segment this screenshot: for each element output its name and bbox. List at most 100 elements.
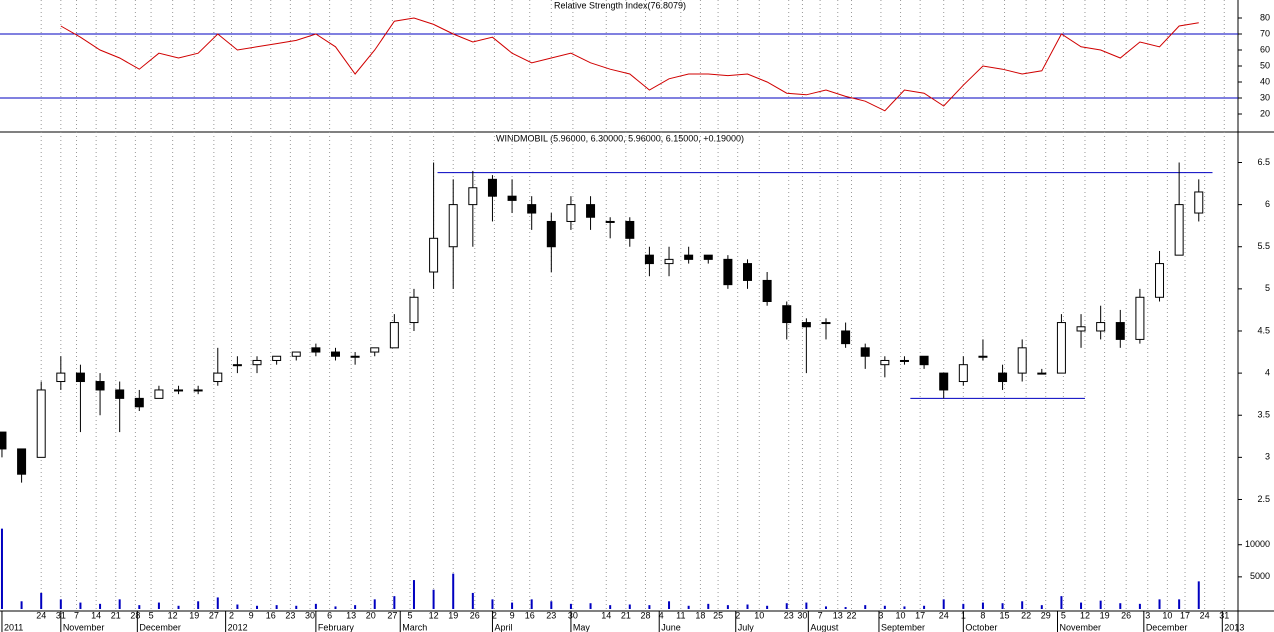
candle-body [95,381,105,391]
x-tick-label: 3 [1145,610,1150,620]
x-tick-label: 9 [510,610,515,620]
candle-body [664,258,674,265]
volume-bar [432,589,435,609]
volume-bar [844,607,847,609]
volume-bar [452,573,455,609]
x-tick-label: 21 [111,610,121,620]
candle-body [527,204,537,214]
volume-bar [785,603,788,609]
candle-body [605,220,615,223]
volume-bar [216,597,219,609]
x-tick-label: 31 [1219,610,1229,620]
candle-body [487,178,497,197]
volume-bar [962,603,965,609]
y-tick-label: 70 [1260,28,1270,38]
candle-body [429,237,439,273]
x-tick-label: 12 [168,610,178,620]
candle-body [193,389,203,392]
x-tick-label: 26 [1121,610,1131,620]
month-label: 2011 [4,622,23,632]
candle-body [782,305,792,324]
candle-body [821,322,831,325]
volume-bar [354,605,357,609]
x-tick-label: 17 [1180,610,1190,620]
volume-bar [648,605,651,609]
y-tick-label: 5.5 [1257,241,1270,251]
x-tick-label: 27 [387,610,397,620]
month-label: June [661,622,681,632]
candle-body [17,448,27,475]
x-tick-label: 5 [408,610,413,620]
candle-body [723,258,733,286]
month-label: December [1146,622,1188,632]
candle-body [1194,191,1204,214]
x-tick-label: 14 [601,610,611,620]
volume-bar [746,604,749,609]
volume-bar [1040,605,1043,609]
volume-bar [177,605,180,609]
x-tick-label: 10 [754,610,764,620]
y-tick-label: 40 [1260,76,1270,86]
x-tick-label: 19 [189,610,199,620]
candle-body [566,204,576,222]
candle-body [841,330,851,345]
volume-bar [373,599,376,609]
volume-bar [236,604,239,609]
candle-body [801,322,811,328]
x-tick-label: 25 [713,610,723,620]
volume-bar [59,599,62,609]
x-tick-label: 6 [327,610,332,620]
x-tick-label: 10 [896,610,906,620]
volume-bar [1178,599,1181,609]
x-tick-label: 20 [366,610,376,620]
candle-body [684,254,694,260]
volume-bar [275,605,278,609]
volume-bar [393,596,396,609]
candle-body [448,204,458,248]
month-label: September [881,622,925,632]
month-label: 2013 [1224,622,1244,632]
x-tick-label: 2 [735,610,740,620]
candle-body [330,351,340,357]
x-tick-label: 15 [1000,610,1010,620]
x-tick-label: 28 [130,610,140,620]
month-label: October [965,622,997,632]
x-tick-label: 13 [833,610,843,620]
y-tick-label: 3.5 [1257,410,1270,420]
candle-body [703,254,713,260]
volume-bar [687,605,690,609]
volume-bar [903,606,906,609]
x-tick-label: 23 [285,610,295,620]
candle-body [939,372,949,391]
volume-bar [550,601,553,609]
candle-body [978,355,988,358]
x-tick-label: 7 [74,610,79,620]
x-tick-label: 16 [525,610,535,620]
x-tick-label: 17 [915,610,925,620]
candle-body [154,389,164,399]
volume-bar [0,528,3,609]
volume-bar [334,606,337,609]
x-tick-label: 5 [149,610,154,620]
volume-bar [491,599,494,609]
month-label: April [494,622,512,632]
candle-body [1096,322,1106,332]
candle-body [644,254,654,265]
candle-body [507,195,517,201]
x-tick-label: 10 [1162,610,1172,620]
candle-body [0,431,7,450]
candle-body [409,296,419,324]
candle-body [880,359,890,366]
candle-body [743,263,753,281]
x-tick-label: 19 [448,610,458,620]
candle-body [998,372,1008,383]
x-tick-label: 19 [1100,610,1110,620]
volume-bar [569,603,572,609]
candle-body [56,372,66,383]
x-tick-label: 16 [266,610,276,620]
y-tick-label: 80 [1260,12,1270,22]
y-tick-label: 4.5 [1257,325,1270,335]
volume-bar [295,605,298,609]
